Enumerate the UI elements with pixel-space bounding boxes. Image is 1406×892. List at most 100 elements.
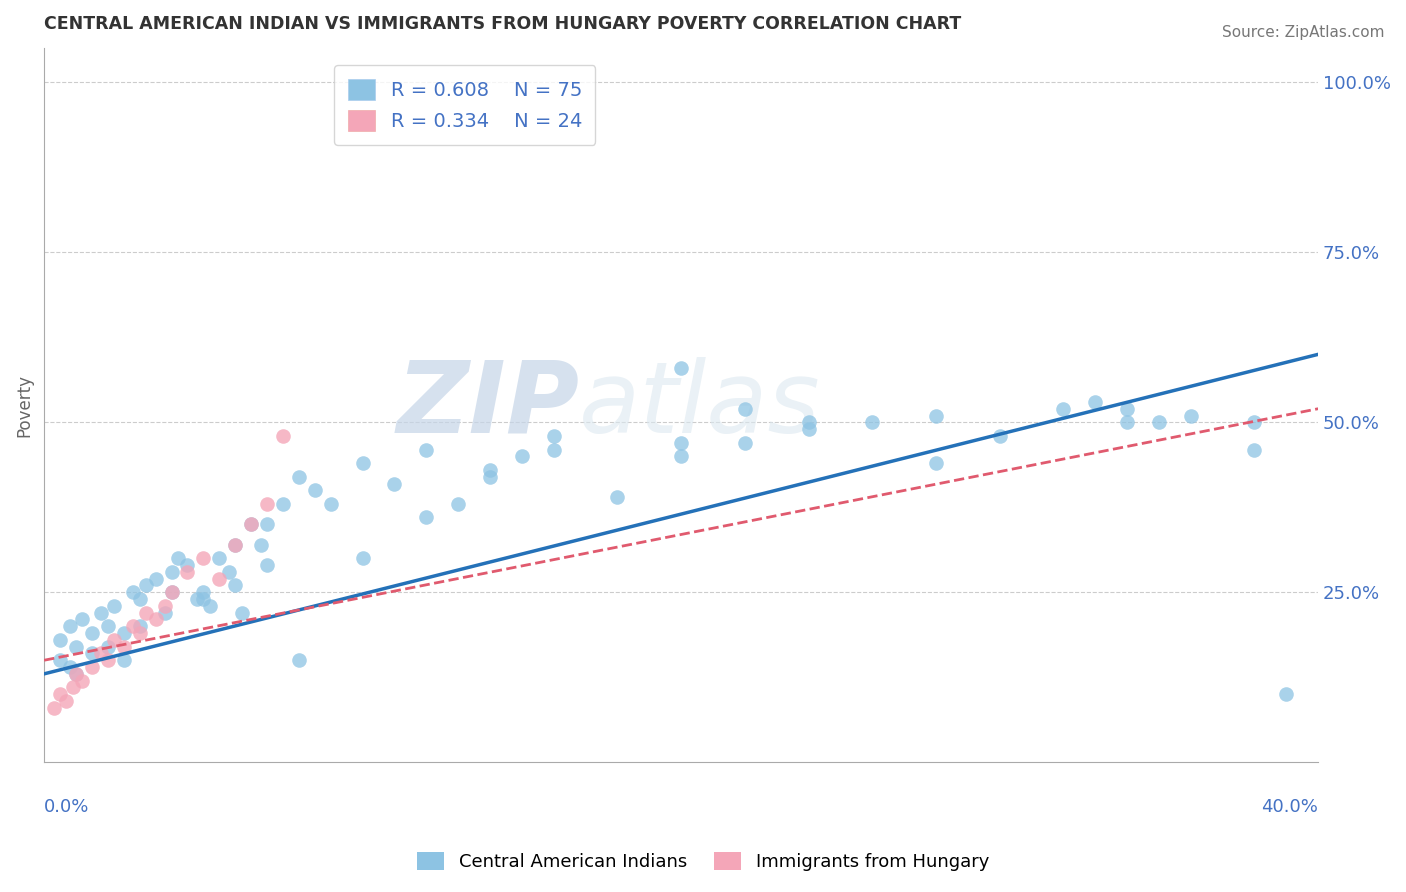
- Point: [128, 592, 150, 607]
- Point: [122, 619, 145, 633]
- Point: [447, 497, 470, 511]
- Point: [103, 632, 125, 647]
- Point: [112, 640, 135, 654]
- Point: [160, 585, 183, 599]
- Point: [97, 653, 120, 667]
- Point: [62, 681, 84, 695]
- Point: [510, 450, 533, 464]
- Point: [122, 585, 145, 599]
- Point: [669, 435, 692, 450]
- Point: [145, 572, 167, 586]
- Point: [49, 632, 72, 647]
- Point: [1147, 415, 1170, 429]
- Point: [288, 653, 311, 667]
- Point: [1116, 415, 1139, 429]
- Point: [352, 551, 374, 566]
- Text: ZIP: ZIP: [396, 357, 579, 454]
- Point: [543, 442, 565, 457]
- Point: [256, 517, 278, 532]
- Point: [193, 585, 215, 599]
- Point: [103, 599, 125, 613]
- Point: [186, 592, 208, 607]
- Point: [319, 497, 342, 511]
- Point: [256, 558, 278, 572]
- Point: [1243, 415, 1265, 429]
- Point: [1116, 401, 1139, 416]
- Point: [384, 476, 406, 491]
- Point: [925, 409, 948, 423]
- Point: [80, 647, 103, 661]
- Point: [208, 551, 231, 566]
- Point: [128, 619, 150, 633]
- Point: [145, 612, 167, 626]
- Point: [80, 660, 103, 674]
- Legend: Central American Indians, Immigrants from Hungary: Central American Indians, Immigrants fro…: [411, 845, 995, 879]
- Point: [271, 497, 294, 511]
- Text: 0.0%: 0.0%: [44, 798, 90, 816]
- Text: 40.0%: 40.0%: [1261, 798, 1319, 816]
- Text: CENTRAL AMERICAN INDIAN VS IMMIGRANTS FROM HUNGARY POVERTY CORRELATION CHART: CENTRAL AMERICAN INDIAN VS IMMIGRANTS FR…: [44, 15, 962, 33]
- Point: [112, 626, 135, 640]
- Point: [193, 551, 215, 566]
- Point: [65, 666, 87, 681]
- Point: [65, 640, 87, 654]
- Point: [224, 538, 246, 552]
- Point: [58, 619, 80, 633]
- Point: [415, 510, 437, 524]
- Point: [128, 626, 150, 640]
- Point: [160, 585, 183, 599]
- Point: [193, 592, 215, 607]
- Point: [167, 551, 190, 566]
- Point: [58, 660, 80, 674]
- Point: [415, 442, 437, 457]
- Point: [988, 429, 1011, 443]
- Point: [352, 456, 374, 470]
- Point: [49, 653, 72, 667]
- Point: [860, 415, 883, 429]
- Point: [80, 626, 103, 640]
- Point: [1180, 409, 1202, 423]
- Point: [218, 565, 240, 579]
- Text: Source: ZipAtlas.com: Source: ZipAtlas.com: [1222, 25, 1385, 40]
- Point: [49, 687, 72, 701]
- Point: [543, 429, 565, 443]
- Point: [208, 572, 231, 586]
- Point: [72, 612, 94, 626]
- Point: [271, 429, 294, 443]
- Point: [90, 606, 112, 620]
- Point: [256, 497, 278, 511]
- Point: [797, 422, 820, 436]
- Point: [97, 640, 120, 654]
- Point: [240, 517, 263, 532]
- Point: [72, 673, 94, 688]
- Point: [112, 653, 135, 667]
- Point: [198, 599, 221, 613]
- Point: [65, 666, 87, 681]
- Y-axis label: Poverty: Poverty: [15, 374, 32, 437]
- Text: atlas: atlas: [579, 357, 821, 454]
- Point: [135, 606, 157, 620]
- Point: [288, 469, 311, 483]
- Point: [734, 401, 756, 416]
- Point: [231, 606, 253, 620]
- Point: [479, 469, 502, 483]
- Point: [55, 694, 77, 708]
- Point: [797, 415, 820, 429]
- Legend: R = 0.608    N = 75, R = 0.334    N = 24: R = 0.608 N = 75, R = 0.334 N = 24: [335, 65, 596, 145]
- Point: [1275, 687, 1298, 701]
- Point: [176, 558, 198, 572]
- Point: [97, 619, 120, 633]
- Point: [153, 599, 176, 613]
- Point: [153, 606, 176, 620]
- Point: [734, 435, 756, 450]
- Point: [224, 538, 246, 552]
- Point: [176, 565, 198, 579]
- Point: [42, 701, 65, 715]
- Point: [304, 483, 326, 498]
- Point: [1052, 401, 1074, 416]
- Point: [669, 450, 692, 464]
- Point: [160, 565, 183, 579]
- Point: [224, 578, 246, 592]
- Point: [1084, 395, 1107, 409]
- Point: [479, 463, 502, 477]
